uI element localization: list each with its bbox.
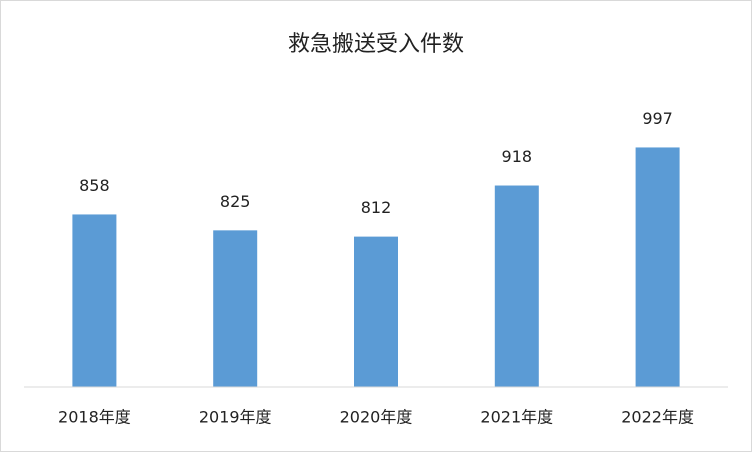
data-label: 825 bbox=[220, 192, 251, 211]
bar bbox=[213, 230, 258, 387]
x-tick-label: 2021年度 bbox=[480, 408, 553, 427]
x-tick-label: 2019年度 bbox=[199, 408, 272, 427]
x-tick-label: 2022年度 bbox=[621, 408, 694, 427]
data-label: 997 bbox=[642, 109, 673, 128]
bar bbox=[494, 185, 539, 387]
data-label: 858 bbox=[79, 176, 110, 195]
data-label: 918 bbox=[502, 147, 533, 166]
x-tick-label: 2018年度 bbox=[58, 408, 131, 427]
chart-title: 救急搬送受入件数 bbox=[288, 32, 464, 57]
bar bbox=[354, 236, 398, 387]
x-tick-label: 2020年度 bbox=[340, 408, 413, 427]
bar bbox=[72, 214, 117, 387]
data-label: 812 bbox=[361, 198, 392, 217]
bar bbox=[635, 147, 680, 387]
